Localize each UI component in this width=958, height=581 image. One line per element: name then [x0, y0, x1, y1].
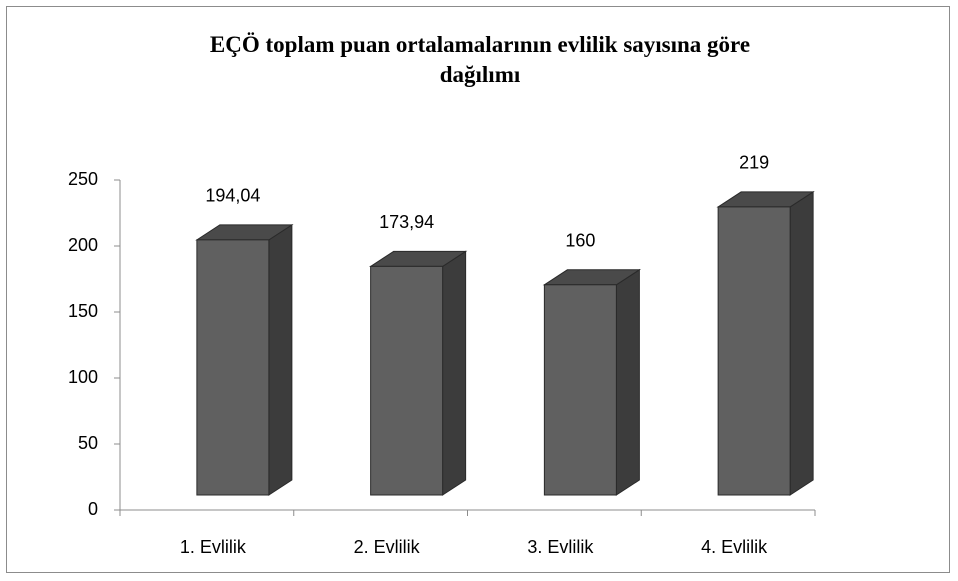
y-tick-label: 150	[68, 301, 98, 321]
bar-side	[789, 190, 814, 496]
y-tick-label: 50	[78, 433, 98, 453]
bar-side	[268, 223, 293, 496]
x-tick-label: 3. Evlilik	[527, 537, 594, 557]
value-label: 219	[739, 153, 769, 173]
bar	[196, 239, 270, 496]
y-tick-label: 200	[68, 235, 98, 255]
chart-title: EÇÖ toplam puan ortalamalarının evlilik …	[209, 32, 751, 87]
value-label: 160	[565, 231, 595, 251]
bar	[717, 206, 791, 496]
value-label: 194,04	[205, 186, 260, 206]
chart-frame	[6, 6, 950, 573]
bar-side	[442, 250, 467, 496]
y-tick-label: 250	[68, 169, 98, 189]
x-tick-label: 2. Evlilik	[354, 537, 421, 557]
y-tick-label: 0	[88, 499, 98, 519]
value-label: 173,94	[379, 212, 434, 232]
x-tick-label: 4. Evlilik	[701, 537, 768, 557]
bar	[543, 284, 617, 496]
bar-side	[615, 268, 640, 496]
x-tick-label: 1. Evlilik	[180, 537, 247, 557]
bar	[370, 265, 444, 496]
y-tick-label: 100	[68, 367, 98, 387]
